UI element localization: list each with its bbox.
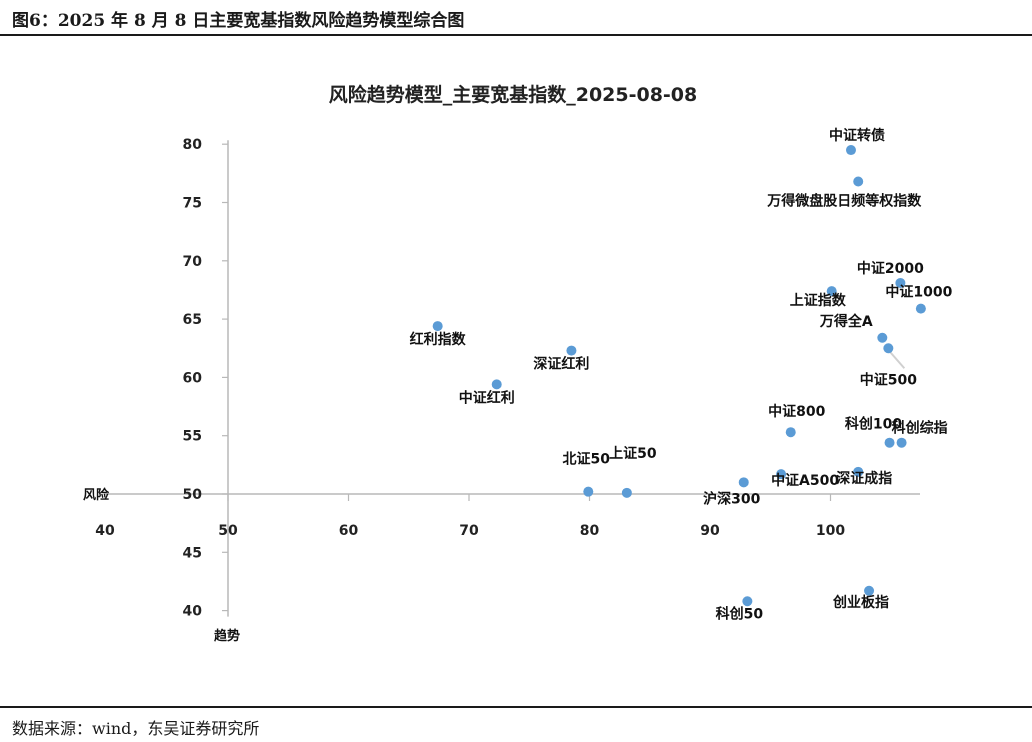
- data-label: 深证成指: [836, 470, 892, 487]
- y-tick-label: 55: [183, 429, 202, 445]
- y-tick-label: 65: [183, 312, 202, 328]
- data-label: 上证指数: [790, 292, 847, 309]
- data-point: [845, 145, 856, 156]
- data-label: 沪深300: [703, 490, 760, 507]
- y-tick-label: 80: [183, 137, 203, 153]
- data-label: 创业板指: [832, 594, 889, 611]
- source-note: 数据来源：wind，东吴证券研究所: [12, 719, 260, 738]
- leader-line: [889, 351, 906, 369]
- data-label: 红利指数: [410, 331, 467, 348]
- data-point: [896, 437, 907, 448]
- data-label: 万得全A: [819, 313, 873, 330]
- y-tick-label: 70: [183, 254, 203, 270]
- data-point: [864, 585, 875, 596]
- bottom-rule: [0, 706, 1032, 708]
- data-label: 中证1000: [885, 284, 952, 301]
- x-tick-label: 50: [218, 523, 238, 539]
- x-tick-label: 70: [459, 523, 479, 539]
- y-tick-label: 50: [183, 487, 203, 503]
- data-label: 中证A500: [771, 472, 839, 489]
- y-tick-label: 60: [183, 370, 203, 386]
- data-label: 北证50: [563, 452, 611, 468]
- data-point: [853, 176, 864, 187]
- data-point: [776, 469, 787, 480]
- y-tick-label: 45: [183, 545, 202, 561]
- data-label: 科创100: [845, 416, 902, 433]
- data-label: 上证50: [609, 446, 657, 462]
- x-tick-label: 60: [339, 523, 359, 539]
- x-tick-label: 80: [580, 523, 600, 539]
- data-label: 中证500: [860, 371, 917, 388]
- data-point: [853, 466, 864, 477]
- x-tick-label: 40: [95, 523, 115, 539]
- data-point: [742, 596, 753, 607]
- data-label: 万得微盘股日频等权指数: [766, 193, 922, 210]
- data-point: [491, 379, 502, 390]
- data-label: 中证800: [768, 403, 825, 420]
- data-label: 中证红利: [459, 389, 515, 406]
- data-label: 中证转债: [829, 127, 885, 144]
- data-point: [621, 487, 632, 498]
- data-point: [877, 332, 888, 343]
- axes: 40 50 60 70 80 90 100 40 45 50 55 60 65 70 75 80 风险趋势: [83, 137, 920, 644]
- y-axis-label: 趋势: [214, 628, 240, 644]
- figure-title: 图6：2025 年 8 月 8 日主要宽基指数风险趋势模型综合图: [12, 11, 465, 31]
- data-point: [884, 437, 895, 448]
- y-tick-label: 75: [183, 196, 202, 212]
- data-point: [566, 345, 577, 356]
- data-point: [826, 286, 837, 297]
- data-label: 科创综指: [892, 420, 948, 437]
- data-point: [785, 427, 796, 438]
- top-rule: [0, 34, 1032, 36]
- x-tick-label: 90: [700, 523, 720, 539]
- data-point: [583, 486, 594, 497]
- y-tick-label: 40: [183, 604, 203, 620]
- data-point: [895, 277, 906, 288]
- data-point: [883, 343, 894, 354]
- data-label: 科创50: [716, 605, 764, 622]
- data-label: 深证红利: [533, 356, 589, 373]
- data-point: [432, 321, 443, 332]
- data-point: [738, 477, 749, 488]
- data-points: [432, 145, 926, 607]
- data-label: 中证2000: [857, 260, 924, 277]
- chart-title: 风险趋势模型_主要宽基指数_2025-08-08: [329, 83, 698, 106]
- x-axis-label: 风险: [83, 487, 110, 503]
- x-tick-label: 100: [816, 523, 845, 539]
- data-point: [915, 303, 926, 314]
